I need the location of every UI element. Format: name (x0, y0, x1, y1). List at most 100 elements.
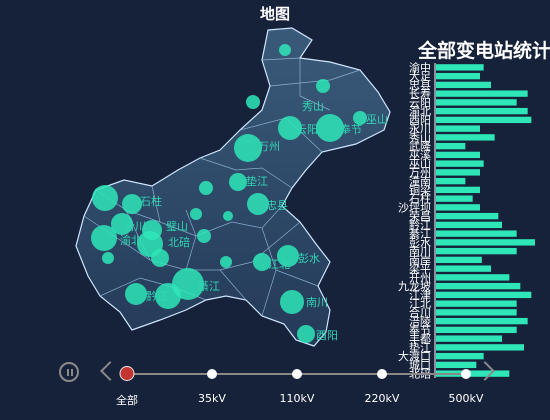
city-label-13: 黔江 (146, 289, 168, 303)
tick-label-21: 铜梁 (409, 183, 431, 197)
pause-icon[interactable] (59, 362, 79, 382)
bar-11[interactable] (436, 274, 510, 281)
bar-29[interactable] (436, 116, 532, 124)
station-bubbles (91, 44, 367, 343)
chart-bars (436, 64, 535, 377)
city-label-16: 酉阳 (316, 329, 338, 342)
tick-label-10: 九龙坡 (398, 280, 431, 293)
bar-31[interactable] (436, 99, 517, 106)
city-label-12: 彭水 (298, 251, 320, 265)
bar-18[interactable] (436, 212, 499, 220)
tick-label-25: 巫溪 (409, 149, 431, 162)
timeline-dot-4[interactable] (461, 369, 471, 379)
station-bubble-10[interactable] (92, 185, 118, 211)
station-bubble-19[interactable] (151, 249, 169, 267)
bar-12[interactable] (436, 265, 491, 272)
station-bubble-26[interactable] (125, 283, 147, 305)
bar-15[interactable] (436, 239, 535, 246)
station-bubble-13[interactable] (223, 211, 233, 221)
station-bubble-18[interactable] (197, 229, 211, 243)
station-bubble-5[interactable] (353, 111, 367, 125)
tick-label-22: 潼南 (409, 174, 431, 188)
station-bubble-1[interactable] (316, 79, 330, 93)
timeline-label-0[interactable]: 全部 (116, 394, 138, 407)
bar-7[interactable] (436, 309, 517, 316)
bar-3[interactable] (436, 344, 524, 351)
station-bubble-11[interactable] (122, 194, 142, 214)
bar-19[interactable] (436, 204, 480, 211)
bar-16[interactable] (436, 230, 517, 237)
bar-4[interactable] (436, 335, 502, 342)
station-bubble-25[interactable] (155, 283, 181, 309)
bar-24[interactable] (436, 160, 484, 167)
timeline-dot-0[interactable] (119, 366, 135, 381)
city-label-15: 南川 (306, 296, 328, 309)
tick-label-31: 云阳 (409, 96, 431, 109)
station-bubble-28[interactable] (297, 325, 315, 343)
bar-27[interactable] (436, 134, 495, 141)
station-bubble-20[interactable] (102, 252, 114, 264)
tick-label-11: 开州 (409, 271, 431, 284)
bar-21[interactable] (436, 186, 480, 194)
tick-label-26: 武隆 (409, 139, 431, 153)
bar-20[interactable] (436, 195, 473, 202)
bar-1[interactable] (436, 361, 477, 369)
station-bubble-6[interactable] (234, 134, 262, 162)
tick-label-1: 城口 (409, 359, 431, 372)
timeline-dot-3[interactable] (377, 369, 387, 379)
stats-title: 全部变电站统计 (418, 40, 550, 62)
bar-25[interactable] (436, 151, 480, 159)
station-bubble-9[interactable] (247, 193, 269, 215)
city-label-9: 北碚 (168, 235, 190, 249)
bar-13[interactable] (436, 256, 482, 264)
timeline-label-2[interactable]: 110kV (279, 392, 315, 405)
station-bubble-0[interactable] (279, 44, 291, 56)
bar-22[interactable] (436, 177, 466, 185)
station-bubble-16[interactable] (91, 225, 117, 251)
station-bubble-23[interactable] (277, 245, 299, 267)
station-bubble-27[interactable] (280, 290, 304, 314)
timeline-label-1[interactable]: 35kV (198, 392, 226, 405)
map-title: 地图 (259, 5, 290, 23)
station-bubble-8[interactable] (229, 173, 247, 191)
bar-5[interactable] (436, 326, 517, 334)
tick-label-8: 江北 (409, 298, 431, 311)
timeline-label-3[interactable]: 220kV (364, 392, 400, 405)
bar-8[interactable] (436, 300, 517, 307)
bar-34[interactable] (436, 72, 480, 80)
bar-23[interactable] (436, 169, 480, 176)
station-bubble-2[interactable] (246, 95, 260, 109)
bar-14[interactable] (436, 247, 517, 255)
bar-6[interactable] (436, 317, 528, 325)
timeline-label-4[interactable]: 500kV (448, 392, 484, 405)
station-bubble-4[interactable] (316, 114, 344, 142)
bar-33[interactable] (436, 81, 491, 89)
station-bubble-12[interactable] (190, 208, 202, 220)
city-label-10: 渝北 (120, 233, 142, 247)
city-label-11: 江北 (268, 258, 290, 271)
station-bubble-3[interactable] (278, 116, 302, 140)
timeline-dot-1[interactable] (207, 369, 217, 379)
station-bubble-21[interactable] (220, 256, 232, 268)
tick-label-23: 万州 (409, 166, 431, 179)
bar-26[interactable] (436, 142, 466, 150)
bar-2[interactable] (436, 352, 484, 360)
bar-28[interactable] (436, 125, 480, 132)
tick-label-2: 大渡口 (398, 349, 431, 363)
bar-10[interactable] (436, 282, 521, 290)
city-label-5: 忠县 (266, 199, 288, 212)
bar-17[interactable] (436, 221, 502, 229)
station-bubble-14[interactable] (111, 213, 133, 235)
station-bubble-22[interactable] (253, 253, 271, 271)
tick-label-17: 黔江 (409, 218, 431, 232)
bar-30[interactable] (436, 107, 528, 115)
timeline-dot-2[interactable] (292, 369, 302, 379)
bar-9[interactable] (436, 291, 532, 299)
station-bubble-7[interactable] (199, 181, 213, 195)
bar-0[interactable] (436, 370, 510, 377)
tick-label-7: 合川 (409, 305, 431, 319)
bar-35[interactable] (436, 64, 484, 71)
bar-32[interactable] (436, 90, 528, 97)
